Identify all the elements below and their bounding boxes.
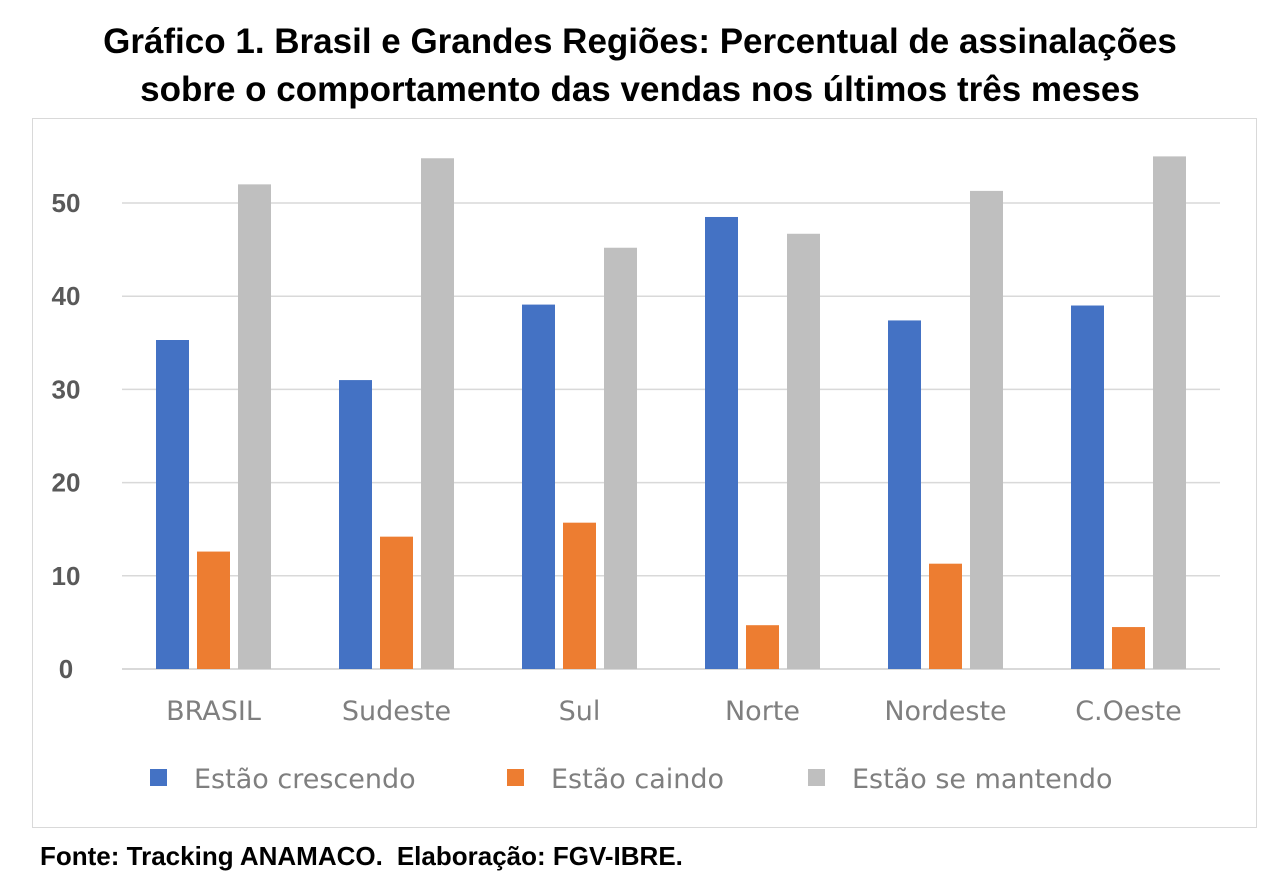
bar-coeste-series-1 — [1071, 305, 1104, 669]
x-category-label: C.Oeste — [1075, 696, 1182, 727]
y-tick-label-10: 10 — [52, 561, 81, 591]
chart-area-border — [32, 118, 1257, 828]
source-text: Fonte: Tracking ANAMACO. — [40, 841, 383, 871]
x-category-label: Norte — [725, 696, 800, 727]
bar-nordeste-series-3 — [970, 190, 1003, 669]
y-tick-label-30: 30 — [52, 374, 81, 404]
y-tick-label-20: 20 — [52, 468, 81, 498]
x-category-label: Nordeste — [884, 696, 1006, 727]
bar-sul-series-3 — [604, 247, 637, 669]
x-category-label: Sul — [559, 696, 601, 727]
y-tick-label-50: 50 — [52, 188, 81, 218]
bar-coeste-series-2 — [1112, 627, 1145, 669]
bar-brasil-series-2 — [197, 551, 230, 669]
chart-title-line-2: sobre o comportamento das vendas nos últ… — [140, 70, 1140, 109]
legend-swatch-3 — [808, 769, 825, 786]
source-note: Fonte: Tracking ANAMACO. Elaboração: FGV-… — [40, 838, 697, 874]
bar-coeste-series-3 — [1153, 156, 1186, 669]
legend-label-2: Estão caindo — [551, 764, 724, 795]
x-category-label: Sudeste — [342, 696, 451, 727]
chart-title: Gráfico 1. Brasil e Grandes Regiões: Per… — [0, 18, 1280, 114]
bar-norte-series-3 — [787, 233, 820, 670]
bar-sul-series-1 — [522, 304, 555, 669]
x-category-label: BRASIL — [166, 696, 261, 727]
bar-norte-series-2 — [746, 625, 779, 669]
chart-title-line-1: Gráfico 1. Brasil e Grandes Regiões: Per… — [103, 22, 1177, 61]
legend-swatch-2 — [507, 769, 524, 786]
bar-nordeste-series-2 — [929, 563, 962, 669]
elaboration-text: Elaboração: FGV-IBRE. — [396, 841, 683, 871]
bar-sudeste-series-3 — [421, 158, 454, 669]
bar-sudeste-series-1 — [339, 380, 372, 669]
legend-label-3: Estão se mantendo — [852, 764, 1113, 795]
legend-label-1: Estão crescendo — [194, 764, 416, 795]
bar-brasil-series-1 — [156, 340, 189, 669]
bar-brasil-series-3 — [238, 184, 271, 670]
y-tick-label-40: 40 — [52, 281, 81, 311]
y-tick-label-0: 0 — [59, 654, 73, 684]
bar-nordeste-series-1 — [888, 320, 921, 669]
legend-swatch-1 — [150, 769, 167, 786]
bar-sudeste-series-2 — [380, 536, 413, 669]
bar-sul-series-2 — [563, 522, 596, 669]
bar-norte-series-1 — [705, 216, 738, 670]
